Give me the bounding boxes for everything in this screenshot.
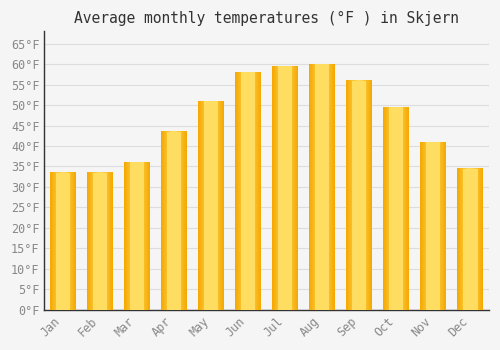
Bar bbox=[204, 101, 218, 310]
Bar bbox=[124, 162, 150, 310]
Bar bbox=[87, 173, 113, 310]
Bar bbox=[384, 107, 409, 310]
Bar bbox=[310, 64, 335, 310]
Bar bbox=[420, 142, 446, 310]
Bar bbox=[198, 101, 224, 310]
Bar bbox=[235, 72, 261, 310]
Bar bbox=[458, 169, 483, 310]
Bar bbox=[161, 132, 187, 310]
Bar bbox=[352, 80, 366, 310]
Bar bbox=[130, 162, 144, 310]
Bar bbox=[50, 173, 76, 310]
Bar bbox=[463, 169, 477, 310]
Bar bbox=[315, 64, 330, 310]
Bar bbox=[56, 173, 70, 310]
Bar bbox=[93, 173, 107, 310]
Bar bbox=[346, 80, 372, 310]
Title: Average monthly temperatures (°F ) in Skjern: Average monthly temperatures (°F ) in Sk… bbox=[74, 11, 459, 26]
Bar bbox=[241, 72, 256, 310]
Bar bbox=[167, 132, 181, 310]
Bar bbox=[426, 142, 440, 310]
Bar bbox=[389, 107, 404, 310]
Bar bbox=[278, 66, 292, 310]
Bar bbox=[272, 66, 298, 310]
